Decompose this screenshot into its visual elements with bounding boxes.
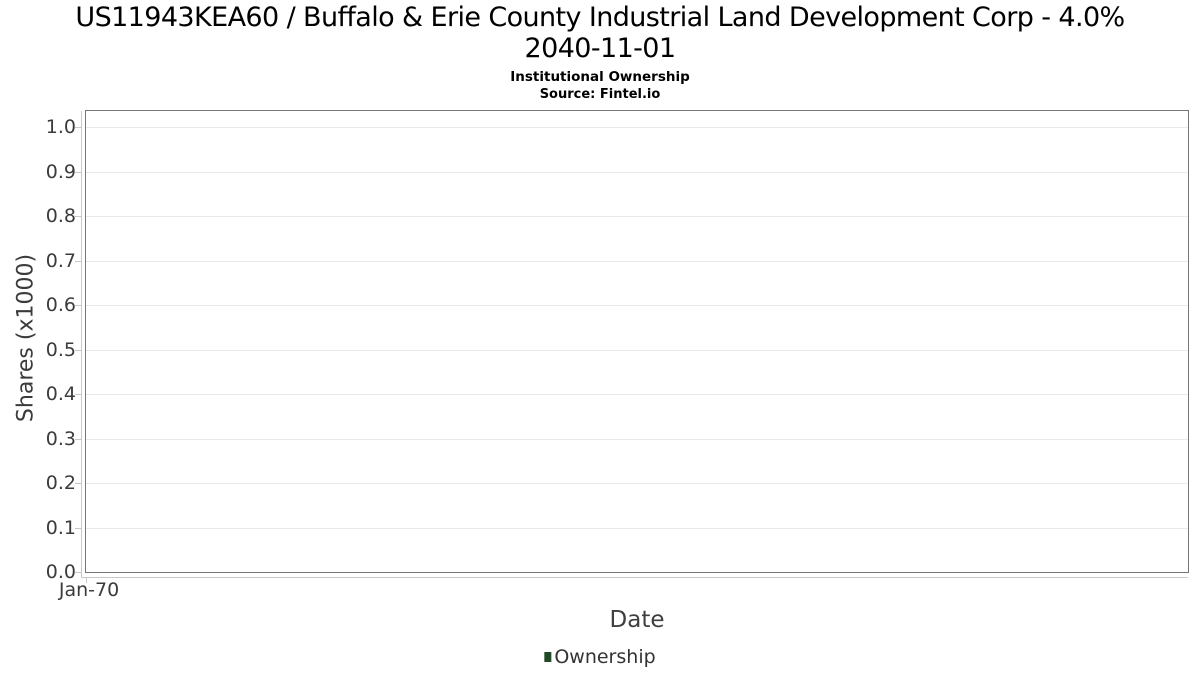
- legend: Ownership: [544, 646, 656, 668]
- y-tick-mark: [75, 171, 81, 173]
- y-gridline: [86, 171, 1188, 173]
- y-tick-label: 0.3: [45, 427, 76, 450]
- x-tick-mark: [86, 577, 87, 583]
- y-gridline: [86, 127, 1188, 128]
- y-gridline: [86, 394, 1188, 395]
- y-gridline: [86, 483, 1188, 484]
- x-axis-line: [81, 577, 1188, 578]
- x-axis-title: Date: [609, 607, 665, 633]
- y-tick-mark: [75, 216, 81, 217]
- plot-area: [85, 110, 1189, 573]
- y-tick-label: 0.4: [45, 383, 76, 405]
- chart-title-line2: 2040-11-01: [524, 33, 677, 64]
- y-tick-mark: [75, 394, 81, 395]
- y-tick-mark: [75, 483, 81, 484]
- y-tick-label: 1.0: [45, 116, 76, 138]
- y-tick-label: 0.9: [45, 160, 76, 183]
- y-gridline: [86, 305, 1188, 306]
- y-gridline: [86, 527, 1188, 529]
- y-tick-mark: [75, 260, 81, 262]
- y-axis-line: [81, 111, 82, 578]
- y-tick-mark: [75, 527, 81, 529]
- y-axis-title: Shares (x1000): [13, 253, 39, 423]
- y-tick-label: 0.2: [45, 472, 76, 494]
- y-tick-label: 0.6: [45, 294, 76, 316]
- y-gridline: [86, 216, 1188, 217]
- y-gridline: [86, 438, 1188, 440]
- legend-label: Ownership: [554, 646, 656, 668]
- y-tick-mark: [75, 127, 81, 128]
- y-tick-mark: [75, 349, 81, 351]
- legend-marker-icon: [544, 652, 552, 662]
- y-tick-label: 0.5: [45, 338, 76, 361]
- x-tick-label: Jan-70: [58, 579, 120, 601]
- y-gridline: [86, 260, 1188, 262]
- y-tick-label: 0.7: [45, 249, 76, 272]
- y-tick-mark: [75, 438, 81, 440]
- chart-header: US11943KEA60 / Buffalo & Erie County Ind…: [0, 2, 1200, 102]
- y-tick-label: 0.8: [45, 205, 76, 227]
- y-tick-mark: [75, 572, 81, 573]
- y-tick-label: 0.0: [45, 561, 76, 583]
- y-gridline: [86, 349, 1188, 351]
- chart-source: Source: Fintel.io: [539, 87, 661, 102]
- y-tick-mark: [75, 305, 81, 306]
- chart-subtitle: Institutional Ownership: [510, 69, 690, 85]
- chart-title-line1: US11943KEA60 / Buffalo & Erie County Ind…: [75, 2, 1125, 33]
- y-tick-label: 0.1: [45, 516, 76, 539]
